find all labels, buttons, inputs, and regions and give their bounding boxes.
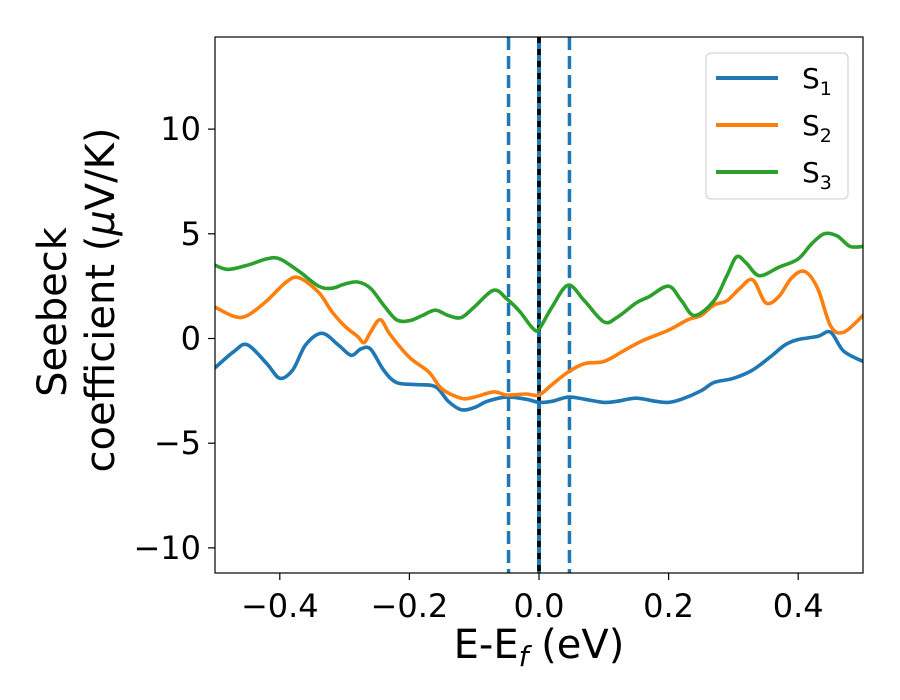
x-axis: −0.4 −0.2 0.0 0.2 0.4: [241, 573, 824, 625]
x-tick-label: 0.0: [514, 587, 565, 625]
y-tick-label: −10: [133, 529, 201, 567]
x-tick-label: 0.4: [773, 587, 824, 625]
y-tick-label: 10: [160, 110, 201, 148]
x-tick-label: −0.2: [371, 587, 449, 625]
x-axis-title: E-Ef (eV): [454, 622, 625, 673]
legend-entries: S1 S2 S3: [716, 62, 832, 194]
legend-label: S3: [802, 156, 832, 194]
legend: S1 S2 S3: [705, 52, 849, 200]
y-tick-label: 0: [181, 320, 201, 358]
y-tick-label: −5: [154, 424, 201, 462]
series-line-s1: [215, 329, 863, 412]
x-tick-label: −0.4: [241, 587, 319, 625]
y-axis: −10 −5 0 5 10: [133, 110, 215, 567]
y-axis-title-line2: coefficient (μV/K): [78, 128, 124, 473]
x-tick-label: 0.2: [643, 587, 694, 625]
y-tick-label: 5: [181, 215, 201, 253]
y-axis-title: Seebeck coefficient (μV/K): [30, 128, 124, 473]
legend-label: S1: [802, 62, 832, 100]
series-line-s2: [215, 269, 863, 401]
legend-label: S2: [802, 109, 832, 147]
y-axis-title-line1: Seebeck: [30, 226, 76, 397]
series-layer: [215, 231, 863, 412]
series-line-s3: [215, 231, 863, 333]
reference-lines: [506, 37, 572, 573]
